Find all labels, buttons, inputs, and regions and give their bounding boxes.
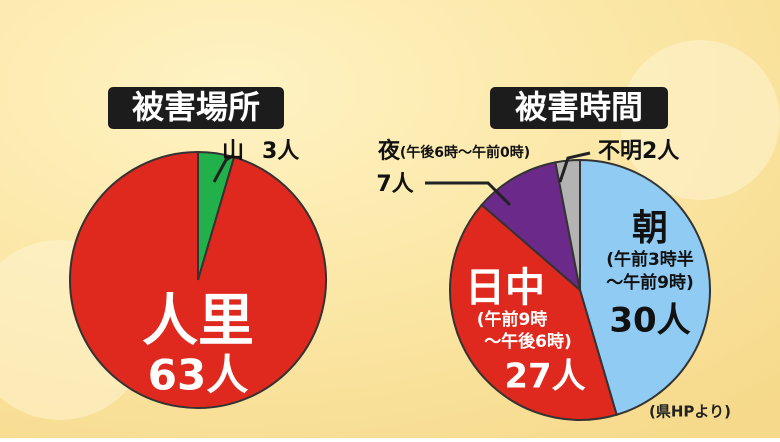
leader-line <box>558 151 591 183</box>
category-label: 不明 <box>598 139 642 164</box>
sublabel: (午前9時 <box>477 309 548 330</box>
value-label: 27人 <box>504 357 585 397</box>
sublabel: (午前3時半 <box>606 249 694 270</box>
pie-slice <box>579 158 711 416</box>
category-label: 夜 <box>377 138 401 164</box>
category-label: 人里 <box>142 289 254 354</box>
pie-slice <box>69 150 327 409</box>
value-label: 63人 <box>148 351 248 400</box>
category-label: 朝 <box>632 208 668 249</box>
leader-line <box>212 153 235 183</box>
value-label: 2人 <box>642 139 679 164</box>
value-label: 7人 <box>376 172 413 197</box>
source: (県HPより) <box>649 403 731 421</box>
sublabel: 〜午前9時) <box>606 272 694 293</box>
chart-title: 被害時間 <box>515 88 643 126</box>
decoration <box>620 40 780 200</box>
title-box <box>490 87 668 129</box>
category-label: 日中 <box>465 265 545 311</box>
title-box <box>108 87 284 129</box>
chart-title: 被害場所 <box>132 88 260 126</box>
sublabel: (午後6時〜午前0時) <box>400 144 530 161</box>
sublabel: 〜午後6時) <box>484 331 572 352</box>
value-label: 3人 <box>262 139 299 164</box>
pie-slice <box>449 203 618 421</box>
value-label: 30人 <box>609 301 690 341</box>
pie-slice <box>480 161 582 293</box>
leader-line <box>425 181 512 207</box>
category-label: 山 <box>222 139 244 164</box>
